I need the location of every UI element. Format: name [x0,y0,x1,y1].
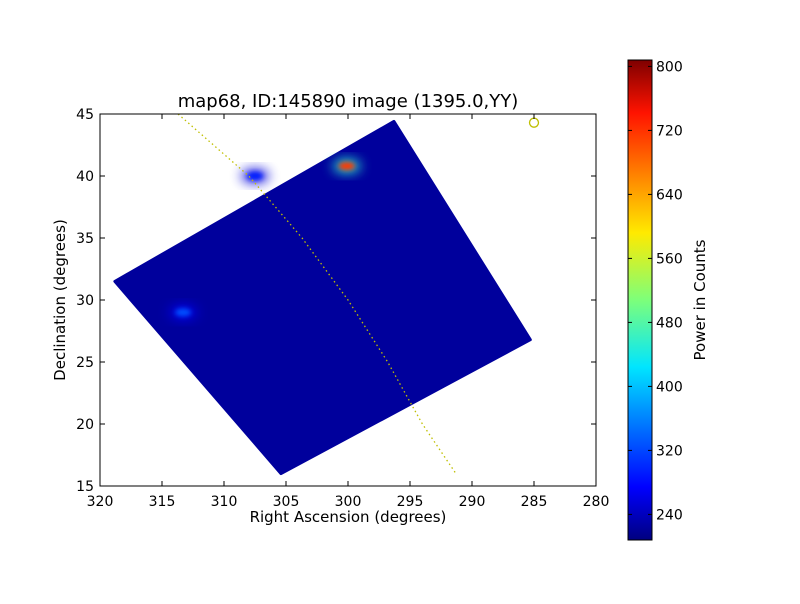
colorbar-tick-label: 720 [656,123,683,139]
colorbar-tick-label: 400 [656,379,683,395]
sky-map-region [113,119,532,476]
overlay-curve [177,114,457,474]
y-tick-label: 45 [76,107,94,123]
colorbar-tick-label: 480 [656,315,683,331]
hotspot [169,305,198,320]
y-tick-label: 15 [76,479,94,495]
x-axis-ticks: 320 315 310 305 300 295 290 285 280 [87,114,610,510]
hotspot [241,169,269,183]
colorbar-tick-label: 800 [656,59,683,75]
colorbar-ticks: 240 320 400 480 560 640 720 800 [628,59,683,523]
colorbar-tick-label: 640 [656,187,683,203]
colorbar-label: Power in Counts [691,239,709,360]
x-tick-label: 310 [211,494,238,510]
colorbar-gradient [627,59,653,541]
x-tick-label: 300 [335,494,362,510]
hotspot-core [175,308,192,317]
x-tick-label: 320 [87,494,114,510]
y-tick-label: 30 [76,293,94,309]
hotspot-core [338,162,355,171]
x-axis-label: Right Ascension (degrees) [250,508,447,526]
x-tick-label: 285 [521,494,548,510]
y-axis-label: Declination (degrees) [51,219,69,381]
x-tick-label: 305 [273,494,300,510]
colorbar-tick-label: 320 [656,443,683,459]
colorbar-tick-label: 560 [656,251,683,267]
hotspot [332,159,361,174]
y-tick-label: 25 [76,355,94,371]
hotspot-core [247,172,263,180]
y-tick-label: 20 [76,417,94,433]
map-layer [113,119,532,476]
y-tick-label: 35 [76,231,94,247]
x-tick-label: 295 [397,494,424,510]
chart-title: map68, ID:145890 image (1395.0,YY) [178,91,519,112]
x-tick-label: 315 [149,494,176,510]
x-tick-label: 290 [459,494,486,510]
y-axis-ticks: 15 20 25 30 35 40 45 [76,107,596,495]
colorbar-tick-label: 240 [656,507,683,523]
y-tick-label: 40 [76,169,94,185]
x-tick-label: 280 [583,494,610,510]
